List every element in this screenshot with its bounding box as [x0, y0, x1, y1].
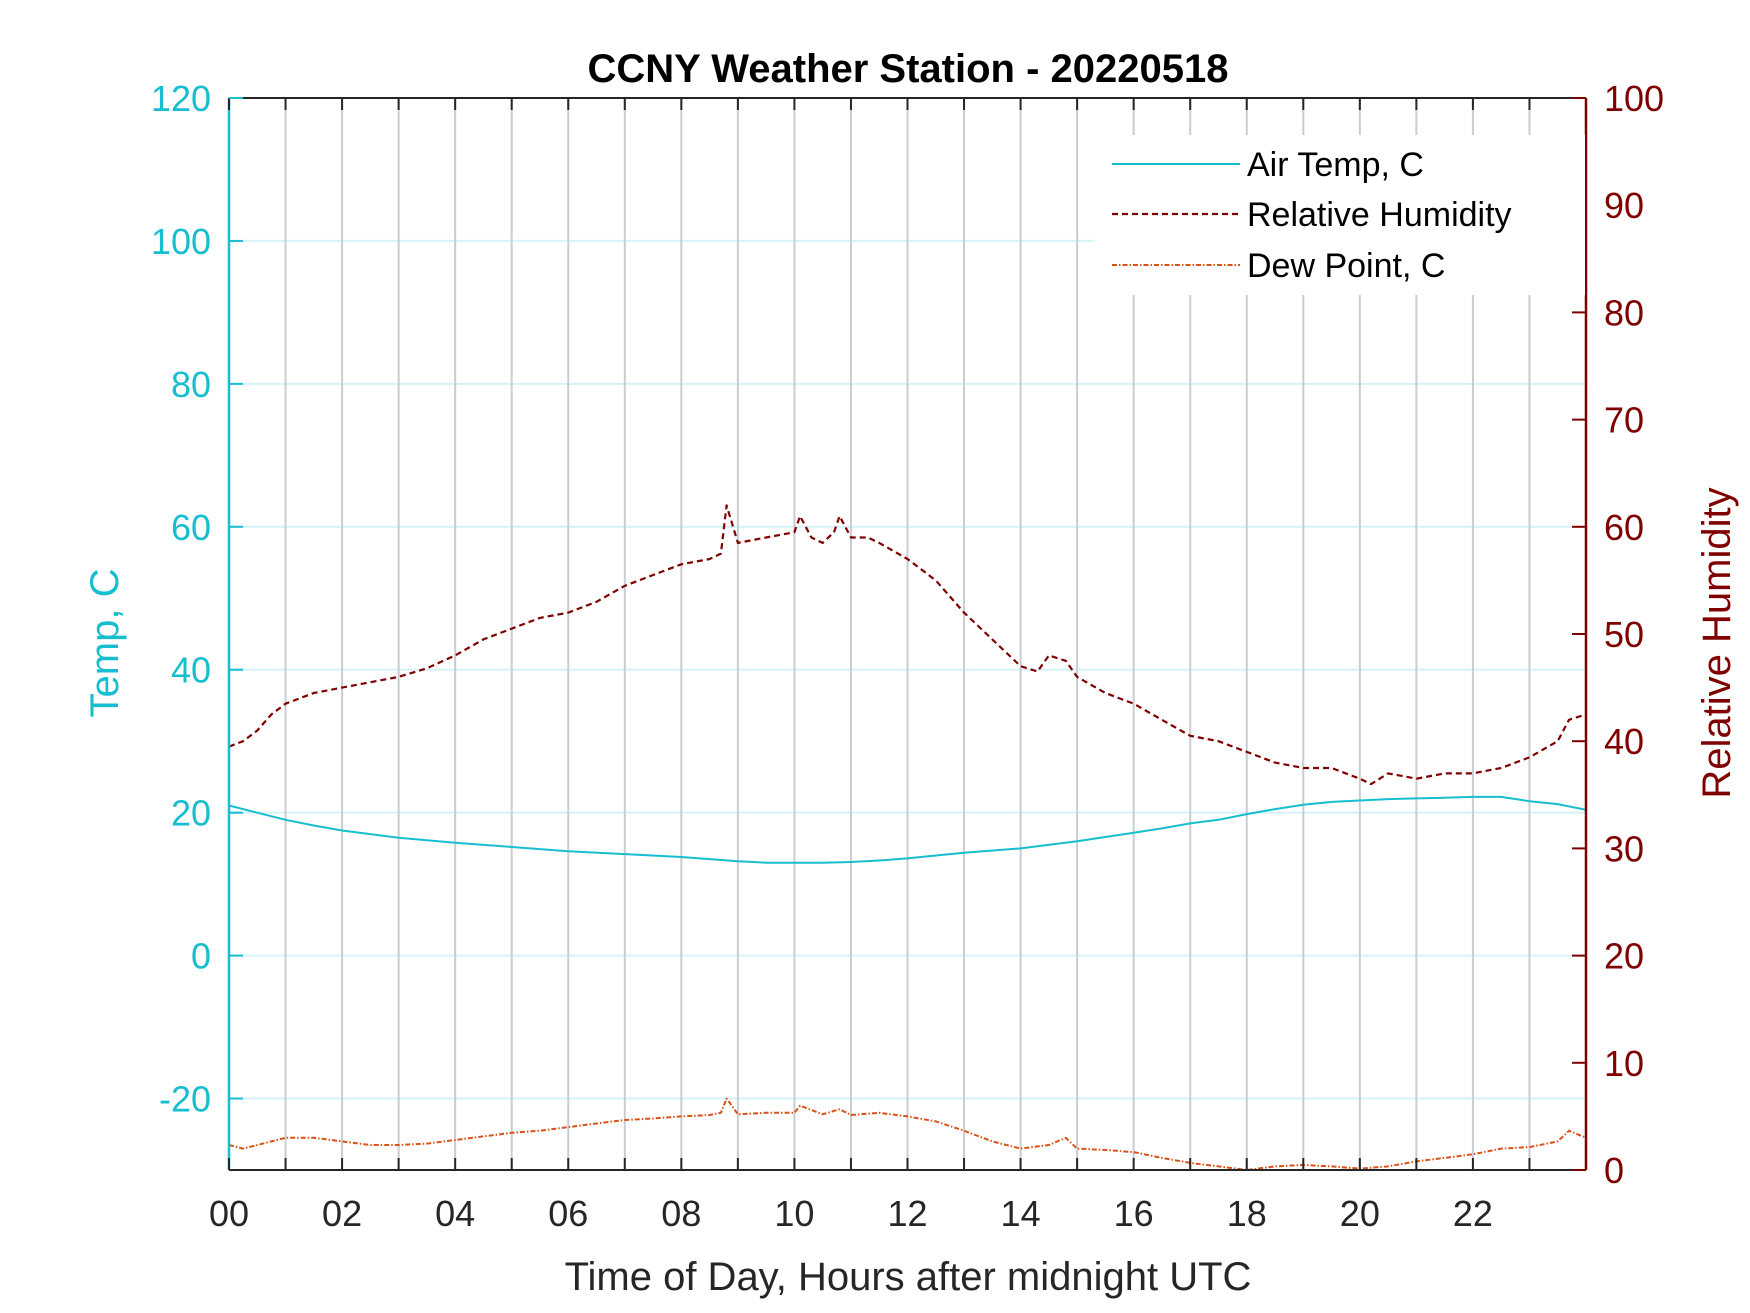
- grid-lines: [229, 97, 1586, 1170]
- air-temp-line: [228, 795, 1587, 864]
- axes: 00 02 04 06 08 10 12 14 16 18 20 22-200204060801001…: [151, 78, 1664, 1234]
- legend-label-dew-point: Dew Point, C: [1247, 247, 1445, 285]
- y-left-tick-label-120: 120: [151, 78, 211, 119]
- x-tick-label-08: 08: [661, 1193, 701, 1234]
- data-series: [228, 504, 1587, 1171]
- x-tick-label-18: 18: [1227, 1193, 1267, 1234]
- y-left-tick-label-20: 20: [171, 793, 211, 834]
- legend-label-air-temp: Air Temp, C: [1247, 146, 1424, 184]
- legend: Air Temp, C Relative Humidity Dew Point,…: [1095, 135, 1585, 295]
- x-tick-label-02: 02: [322, 1193, 362, 1234]
- x-tick-label-12: 12: [887, 1193, 927, 1234]
- chart-title: CCNY Weather Station - 20220518: [588, 47, 1229, 91]
- x-tick-label-04: 04: [435, 1193, 475, 1234]
- y-right-tick-label-40: 40: [1604, 721, 1644, 762]
- dew-point-line: [228, 1097, 1587, 1171]
- x-tick-label-10: 10: [774, 1193, 814, 1234]
- x-tick-label-06: 06: [548, 1193, 588, 1234]
- y-right-tick-label-60: 60: [1604, 507, 1644, 548]
- relative-humidity-line: [228, 504, 1587, 786]
- y-right-tick-label-70: 70: [1604, 400, 1644, 441]
- legend-label-relative-humidity: Relative Humidity: [1247, 196, 1512, 234]
- y-right-tick-label-80: 80: [1604, 292, 1644, 333]
- y-right-tick-label-90: 90: [1604, 185, 1644, 226]
- y-left-tick-label-60: 60: [171, 507, 211, 548]
- y-left-tick-label-40: 40: [171, 650, 211, 691]
- y-right-tick-label-20: 20: [1604, 936, 1644, 977]
- x-tick-label-22: 22: [1453, 1193, 1493, 1234]
- x-axis-title: Time of Day, Hours after midnight UTC: [565, 1255, 1252, 1299]
- x-tick-label-20: 20: [1340, 1193, 1380, 1234]
- x-tick-label-14: 14: [1001, 1193, 1041, 1234]
- y-left-tick-label-80: 80: [171, 364, 211, 405]
- y-right-tick-label-50: 50: [1604, 614, 1644, 655]
- y-right-axis-title: Relative Humidity: [1695, 487, 1739, 798]
- y-right-tick-label-10: 10: [1604, 1043, 1644, 1084]
- y-right-tick-label-30: 30: [1604, 828, 1644, 869]
- x-tick-label-00: 00: [209, 1193, 249, 1234]
- x-tick-label-16: 16: [1114, 1193, 1154, 1234]
- y-left-tick-label-0: 0: [191, 936, 211, 977]
- y-left-tick-label--20: -20: [159, 1079, 211, 1120]
- y-right-tick-label-0: 0: [1604, 1150, 1624, 1191]
- y-right-tick-label-100: 100: [1604, 78, 1664, 119]
- y-left-tick-label-100: 100: [151, 221, 211, 262]
- y-left-axis-title: Temp, C: [83, 569, 127, 718]
